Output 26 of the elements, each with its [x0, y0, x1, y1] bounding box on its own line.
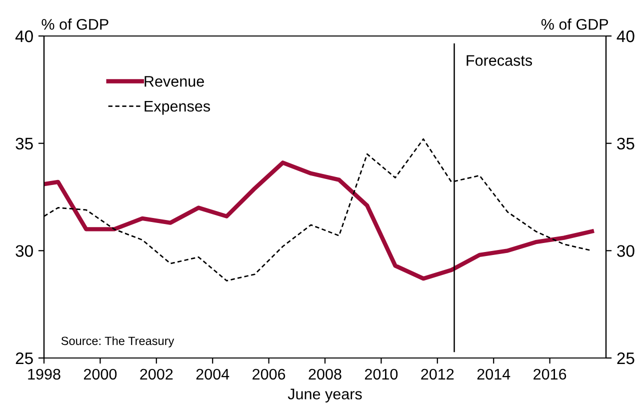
legend-label: Expenses	[144, 101, 210, 115]
x-tick-label: 2006	[252, 368, 286, 380]
x-tick-label: 2012	[421, 368, 454, 380]
y-tick-label: 40	[15, 30, 33, 42]
line-series	[44, 160, 594, 281]
x-axis-title: June years	[288, 388, 362, 402]
y-axis-title: % of GDP	[42, 18, 108, 30]
x-tick-label: 1998	[28, 368, 60, 380]
y-tick-label: 30	[16, 245, 33, 257]
x-tick-label: 2016	[534, 368, 566, 380]
y2-axis-title: % of GDP	[541, 18, 608, 30]
y2-tick-label: 30	[617, 245, 634, 257]
y-tick-label: 25	[16, 352, 33, 364]
y2-tick-label: 25	[617, 352, 634, 364]
y2-tick-label: 35	[617, 138, 634, 150]
x-tick-label: 2014	[477, 368, 510, 380]
x-tick-label: 2010	[364, 368, 398, 380]
legend-label: Revenue	[144, 76, 204, 87]
x-tick-label: 2008	[308, 368, 342, 380]
x-tick-label: 2000	[84, 368, 117, 380]
y2-tick-label: 40	[616, 30, 634, 42]
ref-line-label: Forecasts	[466, 55, 532, 66]
annotation: Source: The Treasury	[61, 336, 174, 348]
x-tick-label: 2004	[196, 368, 230, 380]
x-tick-label: 2002	[140, 368, 173, 380]
y-tick-label: 35	[16, 138, 33, 150]
